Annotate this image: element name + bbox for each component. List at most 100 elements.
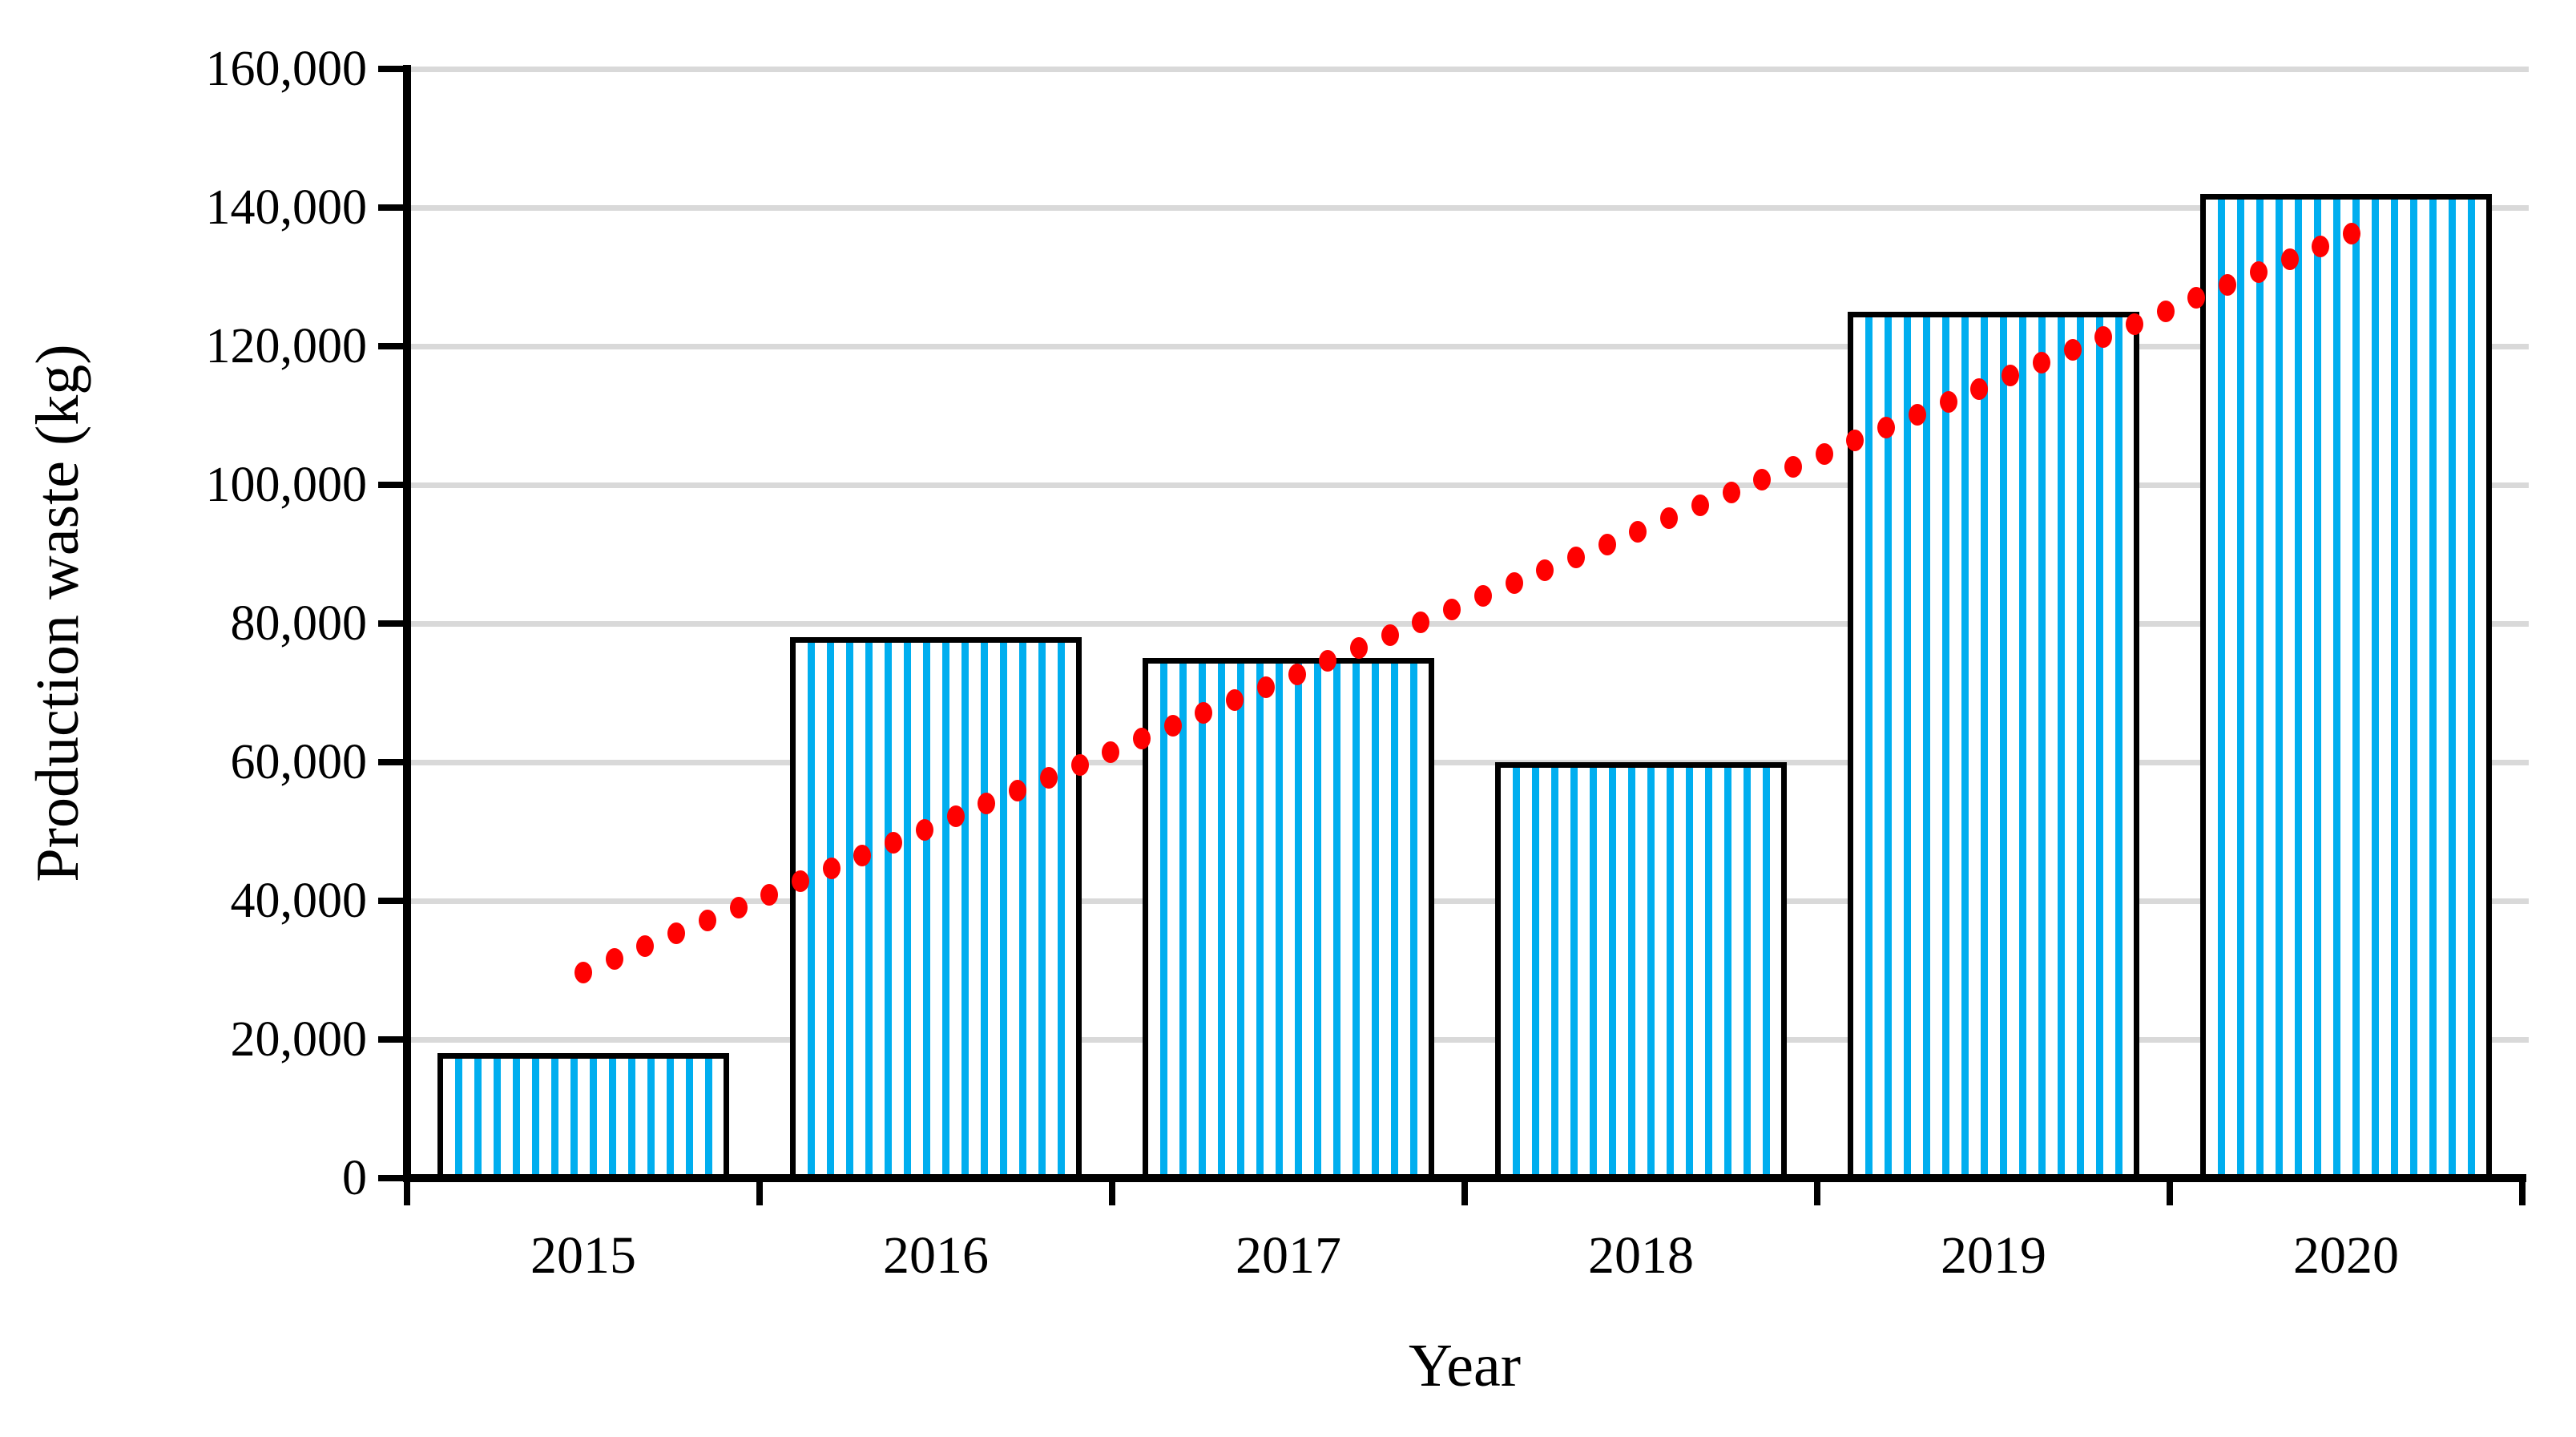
y-axis-tick bbox=[378, 898, 407, 904]
trendline-dot bbox=[1536, 559, 1554, 582]
bar-2016 bbox=[790, 637, 1082, 1182]
trendline-dot bbox=[2249, 261, 2268, 284]
x-axis-tick bbox=[1109, 1178, 1115, 1205]
y-axis-tick bbox=[378, 204, 407, 211]
trendline-dot bbox=[822, 858, 841, 880]
y-tick-label-20000: 20,000 bbox=[230, 1012, 368, 1067]
x-tick-label-2018: 2018 bbox=[1588, 1226, 1694, 1285]
x-tick-label-2016: 2016 bbox=[883, 1226, 989, 1285]
y-axis-title: Production waste (kg) bbox=[24, 344, 91, 882]
bar-2017 bbox=[1143, 658, 1434, 1182]
trendline-dot bbox=[1039, 766, 1058, 789]
y-tick-label-0: 0 bbox=[342, 1151, 367, 1205]
trendline-dot bbox=[1349, 637, 1368, 660]
trendline-dot bbox=[1784, 455, 1803, 478]
gridline bbox=[407, 1036, 2529, 1043]
trendline-dot bbox=[1132, 728, 1151, 750]
gridline bbox=[407, 898, 2529, 904]
bar-2020 bbox=[2200, 193, 2492, 1182]
bar-2019 bbox=[1848, 311, 2139, 1182]
trendline-dot bbox=[946, 805, 965, 828]
y-tick-label-140000: 140,000 bbox=[205, 180, 368, 235]
x-axis-tick bbox=[2167, 1178, 2173, 1205]
trendline-dot bbox=[2187, 287, 2206, 309]
trendline-dot bbox=[1660, 507, 1679, 530]
bar-2015 bbox=[437, 1053, 729, 1182]
trendline-dot bbox=[1939, 390, 1957, 413]
gridline bbox=[407, 759, 2529, 765]
trendline-dot bbox=[1288, 663, 1306, 685]
gridline bbox=[407, 620, 2529, 627]
trendline-dot bbox=[2280, 248, 2299, 270]
trendline-dot bbox=[2219, 274, 2237, 297]
trendline-dot bbox=[698, 909, 716, 931]
trendline-dot bbox=[2063, 339, 2082, 361]
trendline-dot bbox=[853, 845, 872, 866]
x-tick-label-2017: 2017 bbox=[1236, 1226, 1341, 1285]
y-tick-label-160000: 160,000 bbox=[205, 42, 368, 96]
trendline-dot bbox=[885, 831, 903, 854]
x-axis-tick bbox=[1461, 1178, 1468, 1205]
gridline bbox=[407, 482, 2529, 488]
trendline-dot bbox=[1567, 546, 1586, 568]
trendline-dot bbox=[1877, 417, 1896, 439]
trendline-dot bbox=[2343, 222, 2360, 244]
trendline-dot bbox=[1846, 430, 1864, 452]
trendline-dot bbox=[1722, 482, 1740, 504]
y-tick-label-120000: 120,000 bbox=[205, 319, 368, 373]
trendline-dot bbox=[2156, 300, 2175, 322]
trendline-dot bbox=[1598, 533, 1616, 555]
trendline-dot bbox=[915, 818, 933, 841]
trendline-dot bbox=[1381, 624, 1399, 646]
gridline bbox=[407, 204, 2529, 211]
trendline-dot bbox=[574, 961, 592, 983]
trendline-dot bbox=[1443, 598, 1461, 620]
trendline-dot bbox=[2094, 325, 2113, 348]
y-tick-label-60000: 60,000 bbox=[230, 735, 368, 789]
x-axis-tick bbox=[2519, 1178, 2526, 1205]
trendline-dot bbox=[1473, 585, 1492, 607]
y-axis-tick bbox=[378, 1175, 407, 1181]
trendline-dot bbox=[1195, 702, 1213, 725]
bar-2018 bbox=[1495, 762, 1787, 1182]
y-axis-tick bbox=[378, 66, 407, 72]
x-tick-label-2015: 2015 bbox=[530, 1226, 636, 1285]
gridline bbox=[407, 343, 2529, 349]
trendline-dot bbox=[1163, 715, 1182, 737]
trendline-dot bbox=[1908, 403, 1926, 426]
trendline-dot bbox=[605, 948, 623, 971]
y-tick-label-40000: 40,000 bbox=[230, 874, 368, 928]
x-tick-label-2019: 2019 bbox=[1941, 1226, 2046, 1285]
x-axis-tick bbox=[404, 1178, 410, 1205]
x-axis-title: Year bbox=[1408, 1332, 1522, 1399]
trendline-dot bbox=[1070, 753, 1089, 776]
trendline-dot bbox=[636, 935, 655, 958]
trendline-dot bbox=[1970, 377, 1989, 400]
trendline-dot bbox=[1319, 650, 1337, 672]
trendline-dot bbox=[729, 896, 748, 918]
trendline-dot bbox=[2002, 365, 2020, 387]
trendline-dot bbox=[2125, 313, 2143, 335]
x-axis-tick bbox=[756, 1178, 763, 1205]
y-axis-tick bbox=[378, 620, 407, 627]
trendline-dot bbox=[1815, 442, 1833, 465]
trendline-dot bbox=[1226, 688, 1244, 711]
trendline-dot bbox=[792, 870, 810, 893]
y-axis-tick bbox=[378, 1036, 407, 1043]
trendline-dot bbox=[978, 793, 996, 815]
y-axis-tick bbox=[378, 759, 407, 765]
trendline-dot bbox=[2032, 352, 2050, 374]
x-tick-label-2020: 2020 bbox=[2293, 1226, 2399, 1285]
trendline-dot bbox=[1691, 494, 1709, 517]
y-tick-label-100000: 100,000 bbox=[205, 458, 368, 512]
y-axis-tick bbox=[378, 343, 407, 349]
y-axis-tick bbox=[378, 482, 407, 488]
x-axis-tick bbox=[1814, 1178, 1820, 1205]
trendline-dot bbox=[1753, 468, 1772, 490]
y-axis-line bbox=[403, 65, 411, 1182]
trendline-dot bbox=[1256, 676, 1275, 698]
trendline-dot bbox=[2312, 235, 2330, 257]
trendline-dot bbox=[1629, 520, 1647, 543]
trendline-dot bbox=[1009, 780, 1027, 802]
